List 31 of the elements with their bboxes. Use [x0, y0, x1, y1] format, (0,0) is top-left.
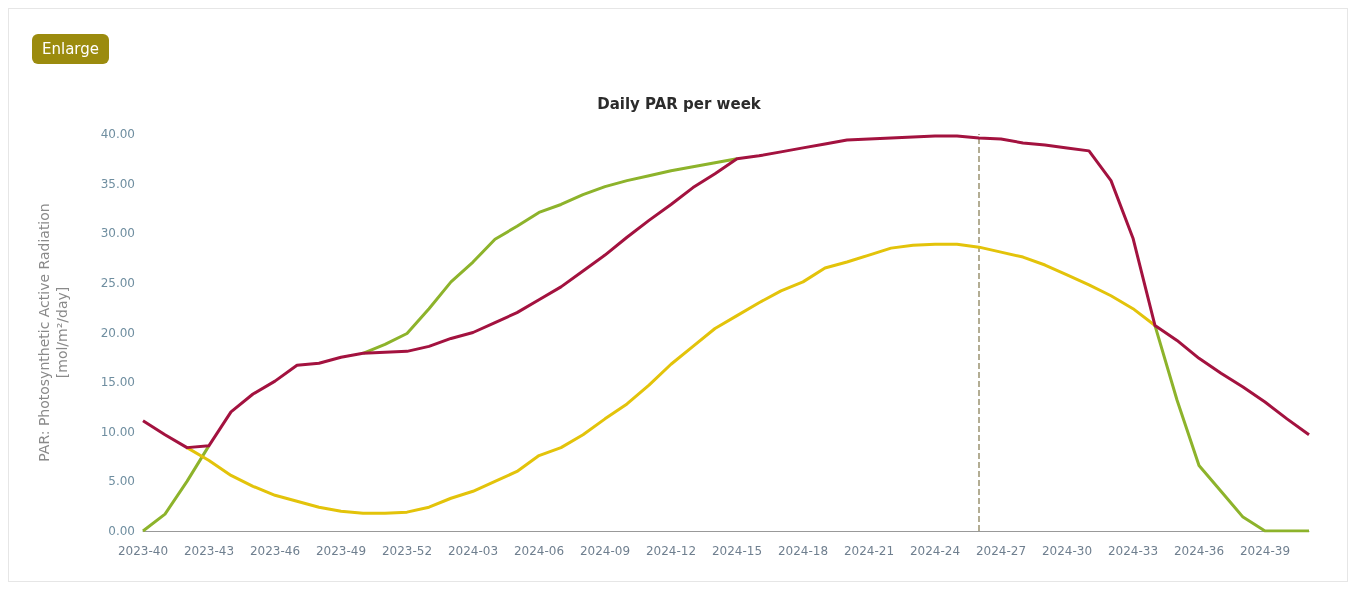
x-tick-label: 2024-12 [645, 544, 697, 558]
x-tick-label: 2024-27 [975, 544, 1027, 558]
x-tick-label: 2024-21 [843, 544, 895, 558]
x-tick-label: 2024-36 [1173, 544, 1225, 558]
x-tick-label: 2023-40 [117, 544, 169, 558]
x-tick-label: 2024-06 [513, 544, 565, 558]
y-tick-label: 35.00 [100, 176, 135, 191]
x-tick-label: 2024-33 [1107, 544, 1159, 558]
x-tick-label: 2024-39 [1239, 544, 1291, 558]
y-tick-label: 30.00 [100, 226, 135, 241]
x-tick-label: 2023-43 [183, 544, 235, 558]
y-tick-label: 0.00 [108, 524, 135, 538]
x-tick-label: 2023-52 [381, 544, 433, 558]
text: Enlarge [32, 34, 109, 64]
line-series [141, 134, 1311, 450]
x-tick-label: 2023-49 [315, 544, 367, 558]
x-tick-label: 2024-09 [579, 544, 631, 558]
x-tick-label: 2023-46 [249, 544, 301, 558]
x-tick-label: 2024-15 [711, 544, 763, 558]
x-tick-label: 2024-18 [777, 544, 829, 558]
y-axis-title: PAR: Photosynthetic Active Radiation [mol/m²/day] [36, 203, 70, 462]
y-tick-label: 5.00 [108, 474, 135, 489]
y-tick-label: 20.00 [100, 325, 135, 340]
y-tick-label: 40.00 [100, 127, 135, 141]
y-tick-label: 10.00 [100, 424, 135, 439]
x-tick-label: 2024-30 [1041, 544, 1093, 558]
y-tick-label: 25.00 [100, 275, 135, 290]
x-tick-label: 2024-24 [909, 544, 961, 558]
x-tick-label: 2024-03 [447, 544, 499, 558]
y-tick-label: 15.00 [100, 375, 135, 390]
chart-title: Daily PAR per week [597, 94, 762, 113]
